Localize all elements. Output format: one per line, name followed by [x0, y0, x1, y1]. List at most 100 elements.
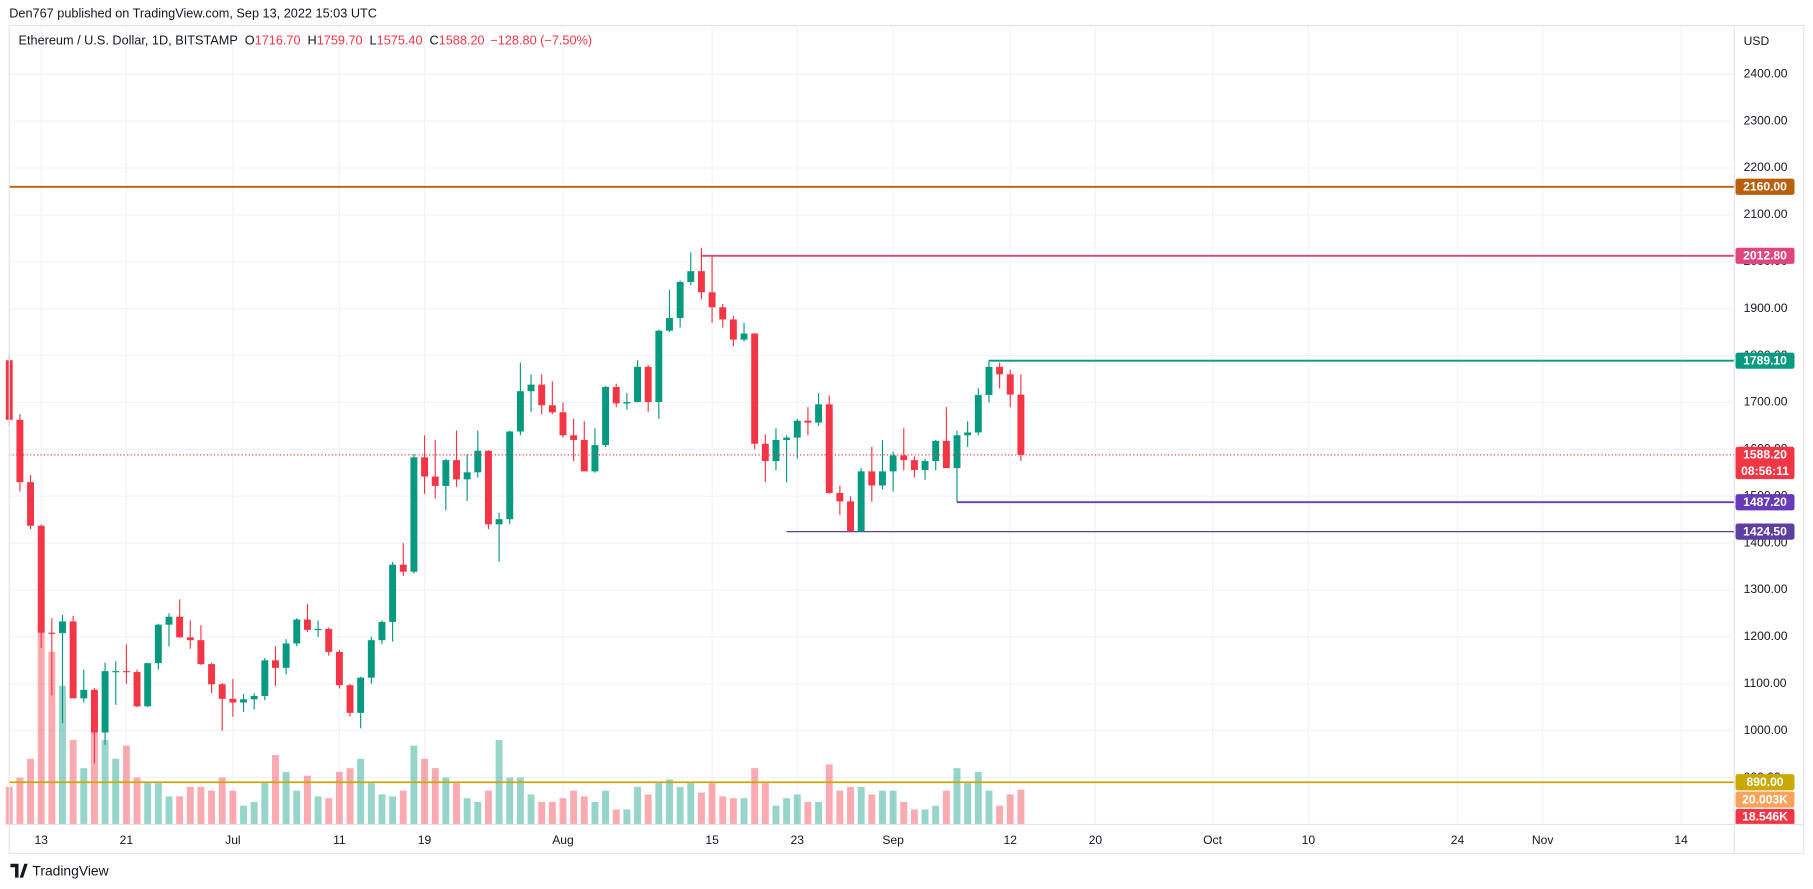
candle-body [484, 450, 492, 525]
price-tag: 2160.00 [1735, 178, 1795, 195]
candle-body [69, 621, 77, 699]
price-tag-text: 890.00 [1746, 775, 1783, 789]
candle [804, 407, 812, 436]
candle [272, 646, 279, 687]
candle-body [325, 628, 333, 652]
x-tick-label: Jul [225, 833, 241, 847]
volume-bar [293, 790, 301, 825]
price-tag-text: 2012.80 [1743, 249, 1787, 263]
volume-bar [985, 790, 993, 825]
candle [186, 620, 194, 649]
volume-bar [282, 771, 290, 825]
volume-bar [804, 801, 812, 825]
candle-body [431, 476, 439, 486]
candle [208, 662, 216, 694]
x-tick-label: 11 [333, 833, 346, 847]
price-tag: 1789.10 [1735, 352, 1795, 369]
volume-bar [751, 768, 759, 825]
candle [293, 618, 301, 647]
volume-bar [910, 809, 918, 825]
candle-body [176, 616, 184, 638]
candle [697, 247, 705, 300]
volume-bar [389, 796, 397, 825]
candle-body [197, 640, 205, 665]
volume-bar [16, 777, 24, 825]
volume-bar [879, 790, 886, 825]
volume-bar [90, 711, 98, 825]
volume-bar [964, 783, 972, 825]
candle-body [548, 405, 556, 413]
frame [8, 24, 1805, 854]
publisher: Den767 published on TradingView.com, Sep… [9, 5, 377, 20]
candle [1006, 369, 1014, 408]
candle [229, 679, 237, 717]
volume-bar [815, 801, 823, 825]
y-tick-label: 2100.00 [1744, 207, 1788, 221]
volume-bar [729, 798, 737, 825]
volume-bar [272, 755, 279, 825]
volume-bar [559, 798, 567, 825]
candle [953, 430, 961, 503]
candle-body [90, 689, 98, 733]
volume-bar [708, 783, 716, 825]
volume-bar [144, 783, 152, 825]
candle [815, 393, 823, 426]
candle-body [516, 391, 524, 432]
candle-body [229, 698, 237, 703]
candle [559, 402, 567, 438]
candle [719, 303, 727, 328]
price-tag-box [1735, 774, 1795, 791]
price-tag-text: 18.546K [1742, 810, 1788, 824]
volume-bar [644, 794, 652, 825]
candle [165, 613, 173, 647]
candle [261, 657, 269, 701]
candle [484, 450, 492, 530]
candle [325, 627, 333, 656]
candle [655, 329, 663, 419]
price-tag-box [1735, 178, 1795, 195]
candle-body [1006, 374, 1014, 395]
volume-bar [580, 796, 588, 825]
candle [144, 662, 152, 708]
candle-body [101, 671, 109, 733]
volume-bar [591, 801, 599, 825]
price-tag: 20.003K [1735, 791, 1795, 808]
candle-body [495, 519, 503, 525]
price-tag-box [1735, 494, 1795, 511]
y-tick-label: 1100.00 [1744, 676, 1787, 690]
footer-text: TradingView [32, 863, 109, 879]
candle-body [953, 435, 961, 469]
volume-bar [367, 783, 375, 825]
candle-body [240, 699, 247, 703]
candle [389, 561, 397, 642]
symbol: Ethereum / U.S. Dollar, 1D, BITSTAMP [19, 33, 238, 48]
candle-body [602, 386, 610, 446]
candle-body [303, 619, 311, 630]
candle [314, 620, 322, 637]
candle [580, 421, 588, 472]
price-tag: 18.546K [1735, 808, 1795, 826]
x-tick-label: 10 [1302, 833, 1316, 847]
candle-body [399, 564, 407, 572]
candle [357, 676, 365, 729]
candle-body [623, 401, 631, 404]
x-tick-label: 14 [1674, 833, 1688, 847]
candle [197, 625, 205, 666]
candle-body [996, 366, 1004, 375]
volume-bar [240, 805, 247, 825]
volume-bar [772, 805, 780, 825]
candle-body [580, 439, 588, 472]
volume-bar [687, 783, 695, 825]
candle [506, 430, 514, 525]
y-tick-label: 1700.00 [1744, 395, 1788, 409]
volume-bar [857, 786, 865, 825]
candle-body [133, 672, 141, 707]
candle [240, 694, 247, 712]
volume-bar [154, 783, 162, 825]
volume-bar [783, 798, 791, 825]
legend-change: −128.80 (−7.50%) [490, 33, 592, 48]
candle [80, 669, 88, 703]
y-tick-label: 1200.00 [1744, 629, 1788, 643]
volume-bar [868, 794, 876, 825]
volume-bar [229, 790, 237, 825]
